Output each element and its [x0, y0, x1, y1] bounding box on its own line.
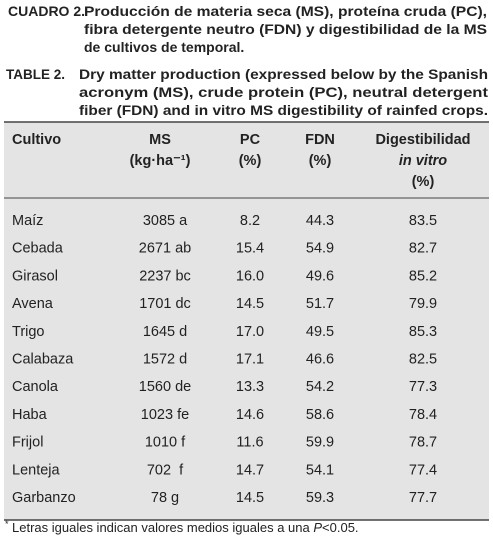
header-cell: (%) [309, 153, 332, 169]
caption-label: TABLE 2. [6, 67, 65, 82]
row-label: Canola [12, 379, 59, 395]
table-cell: 77.7 [409, 490, 437, 506]
caption-line: acronym (MS), crude protein (PC), neutra… [79, 85, 489, 100]
table-cell: 58.6 [306, 407, 334, 423]
table-cell: 2671 ab [139, 241, 191, 257]
table-cell: 15.4 [236, 241, 264, 257]
table-cell: 46.6 [306, 352, 334, 368]
table-cell: 17.1 [236, 352, 264, 368]
table-cell: 1560 de [139, 379, 191, 395]
header-cell: in vitro [399, 153, 447, 169]
footnote: Letras iguales indican valores medios ig… [12, 520, 359, 535]
table-cell: 54.9 [306, 241, 334, 257]
table-cell: 14.5 [236, 296, 264, 312]
row-label: Maíz [12, 213, 43, 229]
row-label: Haba [12, 407, 48, 423]
table-cell: 54.2 [306, 379, 334, 395]
table-cell: 59.3 [306, 490, 334, 506]
table-cell: 49.5 [306, 324, 334, 340]
table-cell: 77.4 [409, 462, 437, 478]
table-cell: 1023 fe [141, 407, 189, 423]
table-cell: 44.3 [306, 213, 334, 229]
table-cell: 79.9 [409, 296, 437, 312]
table-cell: 59.9 [306, 435, 334, 451]
caption-line: fiber (FDN) and in vitro MS digestibilit… [79, 103, 488, 118]
caption-line: fibra detergente neutro (FDN) y digestib… [84, 21, 487, 37]
footnote-text: Letras iguales indican valores medios ig… [12, 520, 313, 535]
footnote-text: <0.05. [322, 520, 359, 535]
table-cell: 85.2 [409, 268, 437, 284]
table-cell: 78.4 [409, 407, 437, 423]
table-cell: 702 f [147, 462, 184, 478]
header-cell: Cultivo [12, 132, 61, 148]
header-cell: FDN [305, 132, 335, 148]
table-cell: 1010 f [145, 435, 186, 451]
table-cell: 14.7 [236, 462, 264, 478]
footnote-text: P [313, 520, 322, 535]
row-label: Frijol [12, 435, 43, 451]
header-cell: PC [240, 132, 261, 148]
table-cell: 16.0 [236, 268, 264, 284]
table-cell: 1572 d [143, 352, 187, 368]
table-cell: 77.3 [409, 379, 437, 395]
row-label: Girasol [12, 268, 58, 284]
table-cell: 82.7 [409, 241, 437, 257]
table-cell: 85.3 [409, 324, 437, 340]
row-label: Avena [12, 296, 54, 312]
table-cell: 49.6 [306, 268, 334, 284]
row-label: Lenteja [12, 462, 61, 478]
table-cell: 54.1 [306, 462, 334, 478]
footnote-mark: * [5, 519, 9, 529]
table-cell: 8.2 [240, 213, 260, 229]
table-cell: 1645 d [143, 324, 187, 340]
table-cell: 14.6 [236, 407, 264, 423]
table-cell: 51.7 [306, 296, 334, 312]
header-cell: (%) [239, 153, 262, 169]
table-cell: 78 g [151, 490, 179, 506]
header-cell: (%) [412, 174, 435, 190]
header-cell: Digestibilidad [375, 132, 470, 148]
row-label: Trigo [12, 324, 45, 340]
caption-line: Producción de materia seca (MS), proteín… [84, 3, 487, 19]
header-cell: MS [149, 132, 171, 148]
table-cell: 11.6 [236, 435, 263, 451]
table-cell: 2237 bc [139, 268, 191, 284]
header-cell: (kg·ha⁻¹) [130, 153, 191, 169]
row-label: Cebada [12, 241, 64, 257]
row-label: Garbanzo [12, 490, 76, 506]
table-cell: 14.5 [236, 490, 264, 506]
row-label: Calabaza [12, 352, 74, 368]
table-cell: 82.5 [409, 352, 437, 368]
caption-label: CUADRO 2. [8, 3, 85, 19]
table-cell: 83.5 [409, 213, 437, 229]
table-cell: 13.3 [236, 379, 264, 395]
table-background [4, 122, 489, 520]
table-cell: 17.0 [236, 324, 264, 340]
caption-line: de cultivos de temporal. [84, 39, 244, 55]
caption-line: Dry matter production (expressed below b… [79, 67, 488, 82]
table-cell: 3085 a [143, 213, 188, 229]
table-cell: 1701 dc [139, 296, 191, 312]
table-cell: 78.7 [409, 435, 437, 451]
